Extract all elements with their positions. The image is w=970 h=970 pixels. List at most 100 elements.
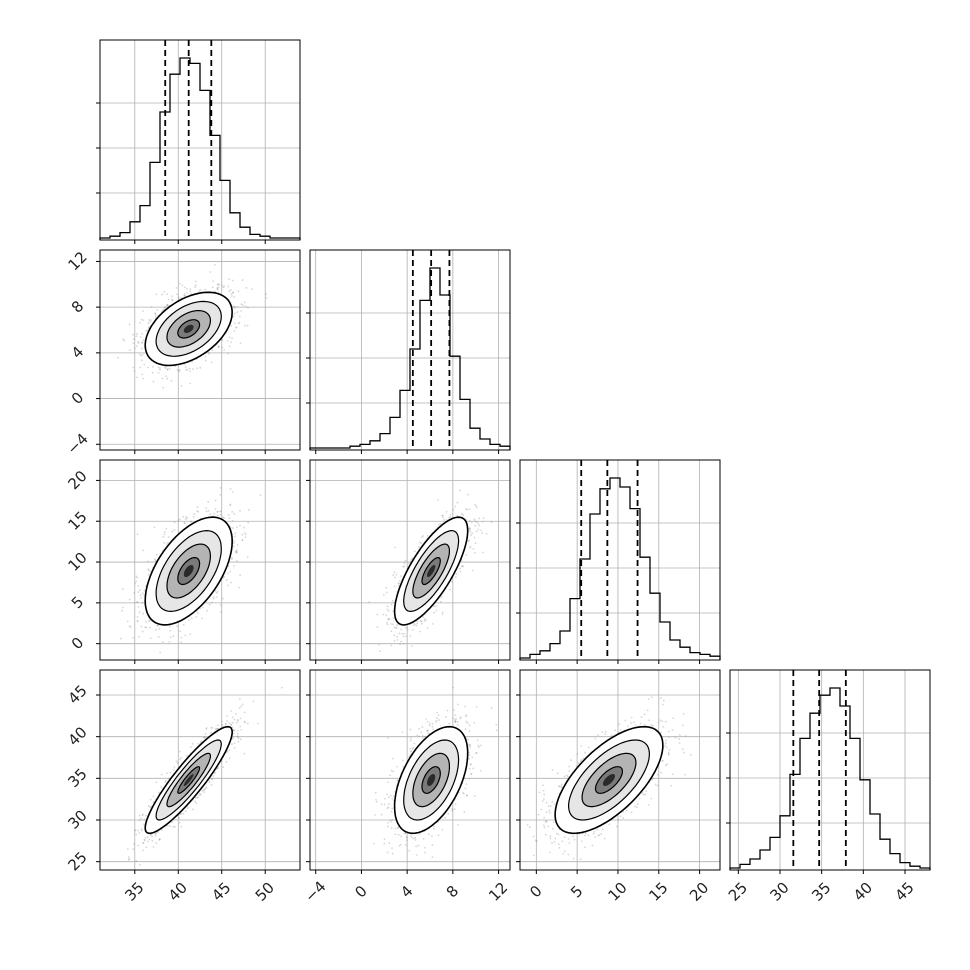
scatter-point — [163, 290, 166, 293]
scatter-point — [160, 785, 163, 788]
scatter-point — [423, 620, 426, 622]
scatter-point — [126, 620, 129, 623]
scatter-point — [232, 291, 234, 294]
scatter-point — [183, 286, 186, 289]
scatter-point — [166, 368, 169, 371]
scatter-point — [150, 319, 153, 322]
scatter-point — [134, 347, 136, 350]
scatter-point — [190, 521, 192, 523]
scatter-point — [401, 632, 404, 635]
scatter-point — [184, 634, 187, 637]
scatter-point — [481, 551, 484, 554]
scatter-point — [151, 371, 154, 374]
scatter-point — [475, 506, 478, 509]
scatter-point — [451, 580, 453, 583]
scatter-point — [473, 518, 476, 521]
scatter-point — [212, 280, 215, 283]
scatter-point — [417, 545, 420, 548]
scatter-point — [220, 284, 223, 287]
scatter-point — [216, 288, 219, 290]
density-core — [427, 565, 436, 578]
scatter-point — [445, 518, 448, 521]
panel-frame-0-0 — [99, 39, 301, 241]
scatter-point — [166, 377, 168, 380]
scatter-point — [422, 616, 425, 618]
scatter-point — [422, 535, 425, 537]
scatter-point — [459, 567, 461, 570]
scatter-point — [142, 319, 145, 322]
scatter-point — [390, 630, 393, 633]
scatter-point — [468, 527, 471, 530]
scatter-point — [205, 510, 208, 513]
scatter-point — [169, 625, 171, 628]
scatter-point — [190, 520, 192, 523]
scatter-point — [449, 513, 452, 516]
scatter-point — [465, 508, 467, 510]
scatter-point — [173, 521, 176, 524]
scatter-point — [161, 641, 164, 644]
scatter-point — [468, 529, 471, 532]
scatter-point — [419, 541, 422, 544]
scatter-point — [228, 345, 231, 348]
scatter-point — [142, 339, 145, 342]
scatter-point — [420, 542, 423, 545]
scatter-point — [205, 507, 208, 510]
scatter-point — [216, 510, 219, 513]
scatter-point — [222, 516, 224, 518]
scatter-point — [201, 606, 204, 609]
scatter-point — [445, 510, 448, 513]
scatter-point — [156, 624, 159, 627]
scatter-point — [162, 386, 164, 389]
scatter-point — [229, 570, 232, 573]
scatter-point — [394, 626, 397, 629]
scatter-point — [136, 533, 139, 536]
scatter-point — [245, 287, 248, 289]
scatter-point — [207, 510, 210, 512]
scatter-point — [236, 549, 238, 552]
scatter-point — [192, 515, 195, 518]
scatter-point — [182, 623, 185, 626]
scatter-point — [135, 575, 138, 578]
scatter-point — [394, 546, 396, 549]
scatter-point — [439, 600, 442, 603]
scatter-point — [468, 520, 471, 522]
scatter-point — [146, 836, 149, 839]
scatter-point — [241, 279, 244, 281]
scatter-point — [149, 320, 151, 323]
scatter-point — [194, 286, 197, 289]
scatter-point — [236, 311, 239, 314]
scatter-point — [199, 366, 202, 369]
scatter-point — [141, 373, 144, 376]
scatter-point — [204, 355, 207, 358]
scatter-point — [180, 296, 183, 299]
scatter-point — [382, 613, 385, 616]
scatter-point — [231, 295, 233, 297]
scatter-point — [176, 293, 178, 296]
scatter-point — [157, 624, 159, 627]
scatter-point — [128, 625, 131, 628]
scatter-point — [179, 630, 182, 633]
scatter-point — [220, 510, 222, 513]
contour-line-1 — [166, 310, 211, 348]
scatter-point — [164, 367, 167, 370]
scatter-point — [143, 594, 146, 596]
scatter-point — [221, 346, 224, 349]
scatter-point — [201, 617, 204, 620]
scatter-point — [142, 612, 144, 615]
scatter-point — [216, 510, 219, 513]
panel-grid-3-3 — [730, 670, 930, 870]
scatter-point — [136, 616, 139, 618]
scatter-point — [396, 623, 399, 626]
scatter-point — [227, 514, 230, 516]
scatter-point — [140, 354, 143, 357]
scatter-point — [213, 264, 216, 266]
histogram-param-1 — [309, 267, 511, 450]
scatter-point — [237, 322, 240, 325]
scatter-point — [166, 303, 169, 306]
scatter-point — [393, 571, 396, 574]
scatter-point — [216, 283, 219, 286]
scatter-point — [167, 298, 170, 301]
scatter-point — [387, 617, 390, 620]
scatter-point — [244, 536, 247, 538]
scatter-point — [142, 549, 144, 552]
